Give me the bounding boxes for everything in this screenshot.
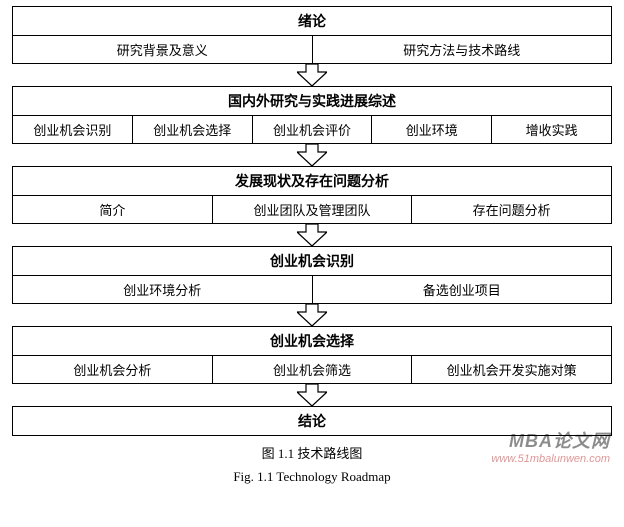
section-header: 国内外研究与实践进展综述 [13, 87, 611, 116]
cell: 创业机会评价 [253, 116, 373, 143]
figure-captions: 图 1.1 技术路线图 Fig. 1.1 Technology Roadmap [0, 442, 624, 489]
cell: 创业机会开发实施对策 [412, 356, 611, 383]
cell: 研究背景及意义 [13, 36, 313, 63]
chevron-down-icon [297, 64, 327, 86]
cell: 创业环境分析 [13, 276, 313, 303]
section-header: 创业机会识别 [13, 247, 611, 276]
cell: 创业团队及管理团队 [213, 196, 413, 223]
arrow-down [12, 144, 612, 166]
section-review: 国内外研究与实践进展综述 创业机会识别 创业机会选择 创业机会评价 创业环境 增… [12, 86, 612, 144]
section-header: 绪论 [13, 7, 611, 36]
chevron-down-icon [297, 304, 327, 326]
cell: 存在问题分析 [412, 196, 611, 223]
section-cells: 研究背景及意义 研究方法与技术路线 [13, 36, 611, 63]
section-cells: 创业机会分析 创业机会筛选 创业机会开发实施对策 [13, 356, 611, 383]
caption-en: Fig. 1.1 Technology Roadmap [0, 465, 624, 488]
arrow-down [12, 304, 612, 326]
chevron-down-icon [297, 224, 327, 246]
cell: 创业机会筛选 [213, 356, 413, 383]
cell: 创业机会识别 [13, 116, 133, 143]
section-header: 发展现状及存在问题分析 [13, 167, 611, 196]
section-identify: 创业机会识别 创业环境分析 备选创业项目 [12, 246, 612, 304]
arrow-down [12, 64, 612, 86]
section-header: 结论 [13, 407, 611, 435]
cell: 研究方法与技术路线 [313, 36, 612, 63]
technology-roadmap-flowchart: 绪论 研究背景及意义 研究方法与技术路线 国内外研究与实践进展综述 创业机会识别… [0, 0, 624, 436]
section-cells: 创业环境分析 备选创业项目 [13, 276, 611, 303]
section-select: 创业机会选择 创业机会分析 创业机会筛选 创业机会开发实施对策 [12, 326, 612, 384]
section-cells: 创业机会识别 创业机会选择 创业机会评价 创业环境 增收实践 [13, 116, 611, 143]
section-intro: 绪论 研究背景及意义 研究方法与技术路线 [12, 6, 612, 64]
cell: 创业环境 [372, 116, 492, 143]
chevron-down-icon [297, 144, 327, 166]
section-status: 发展现状及存在问题分析 简介 创业团队及管理团队 存在问题分析 [12, 166, 612, 224]
section-header: 创业机会选择 [13, 327, 611, 356]
cell: 创业机会选择 [133, 116, 253, 143]
cell: 增收实践 [492, 116, 611, 143]
cell: 备选创业项目 [313, 276, 612, 303]
cell: 创业机会分析 [13, 356, 213, 383]
caption-zh: 图 1.1 技术路线图 [0, 442, 624, 465]
section-conclusion: 结论 [12, 406, 612, 436]
chevron-down-icon [297, 384, 327, 406]
arrow-down [12, 224, 612, 246]
arrow-down [12, 384, 612, 406]
section-cells: 简介 创业团队及管理团队 存在问题分析 [13, 196, 611, 223]
cell: 简介 [13, 196, 213, 223]
